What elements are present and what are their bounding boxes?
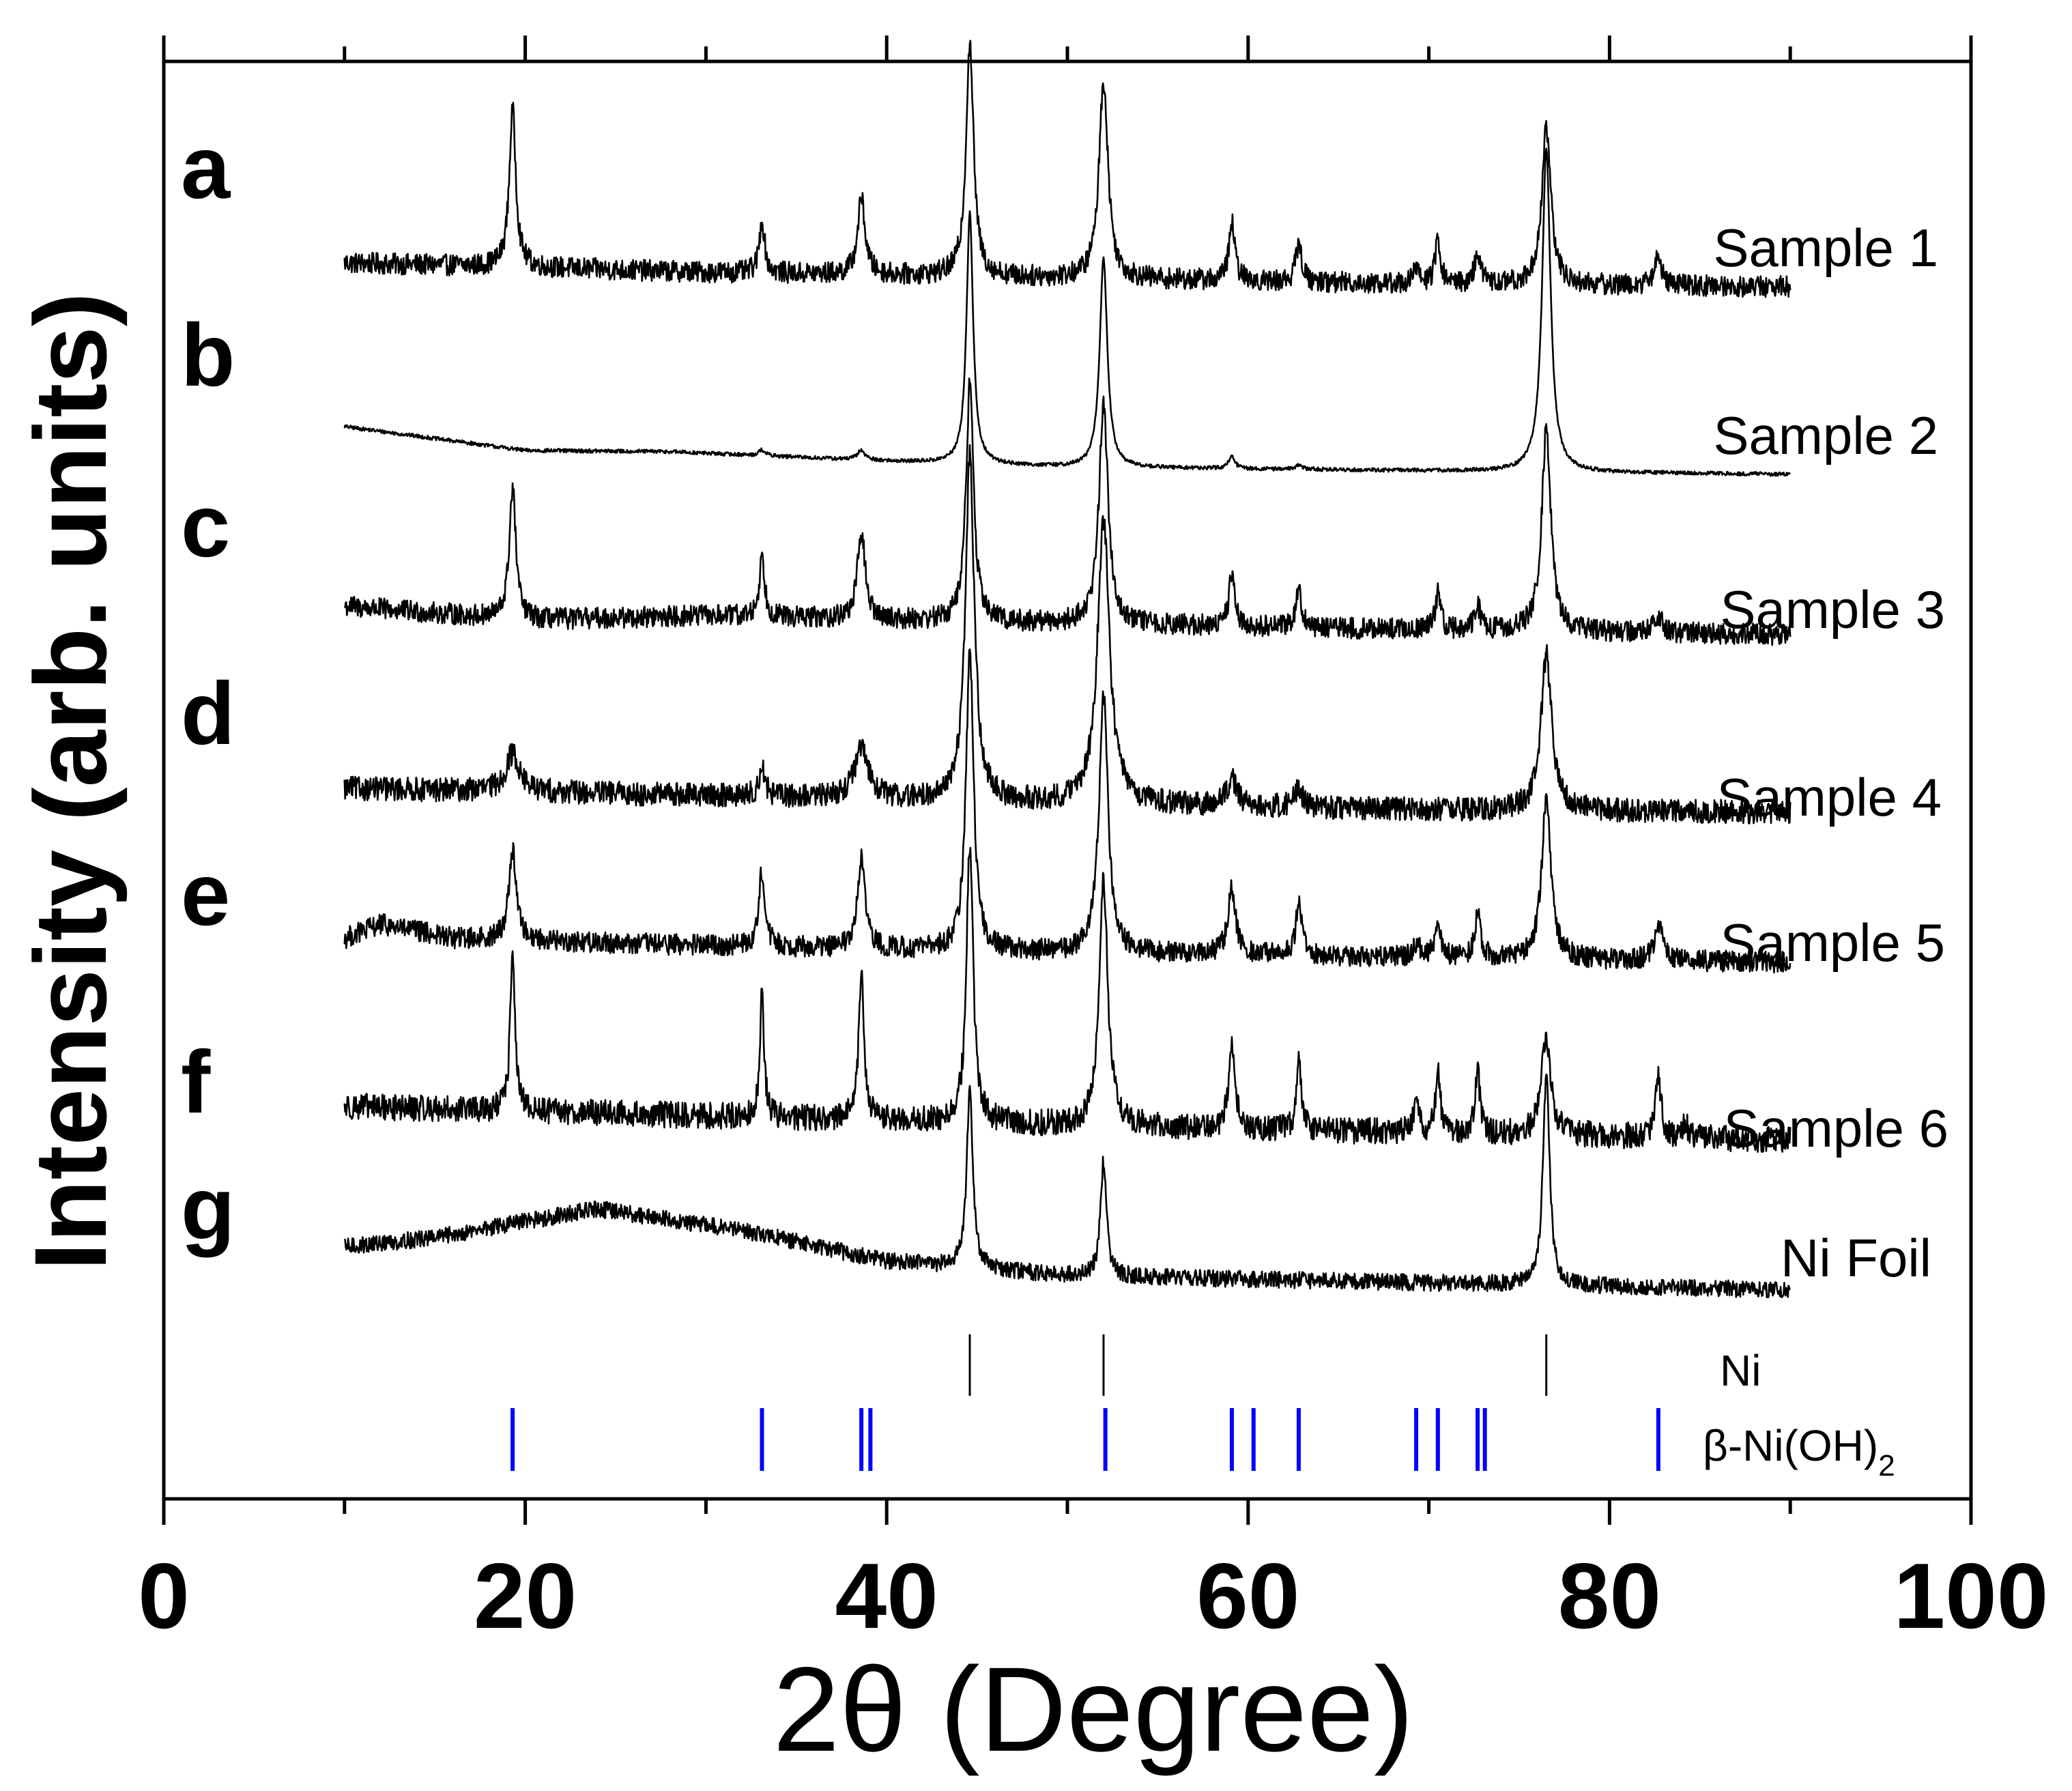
series-line: [343, 377, 1792, 646]
series-line: [343, 648, 1792, 974]
x-tick-label: 20: [474, 1544, 577, 1648]
series-name: Sample 5: [1720, 913, 1945, 973]
series-letter: d: [181, 663, 235, 763]
series-letter: a: [181, 117, 231, 217]
x-tick-label: 40: [835, 1544, 938, 1648]
series-labels: a Sample 1 b Sample 2 c Sample 3 d Sample 4 e Sam…: [181, 117, 1948, 1288]
series-name: Sample 2: [1713, 405, 1938, 465]
x-tick-label: 100: [1894, 1544, 2049, 1648]
y-axis-title: Intensity (arb. units): [13, 292, 128, 1270]
series-letter: b: [181, 305, 235, 405]
x-tick-label: 60: [1196, 1544, 1299, 1648]
reference-subscript: 2: [1878, 1449, 1895, 1482]
reference-label: β-Ni(OH)2: [1703, 1421, 1895, 1482]
series-lines: [343, 40, 1792, 1299]
series-name: Sample 4: [1716, 767, 1942, 827]
reference-patterns: Ni β-Ni(OH)2: [510, 1334, 1895, 1482]
x-tick-labels: 0 20 40 60 80 100: [138, 1544, 2048, 1648]
series-letter: f: [181, 1032, 211, 1132]
x-tick-label: 80: [1558, 1544, 1661, 1648]
series-line: [343, 1073, 1791, 1299]
series-line: [343, 846, 1792, 1154]
x-tick-label: 0: [138, 1544, 190, 1648]
series-name: Sample 6: [1723, 1098, 1948, 1158]
series-name: Sample 1: [1713, 218, 1938, 278]
series-line: [343, 40, 1792, 298]
series-name: Ni Foil: [1781, 1228, 1931, 1288]
axis-ticks: [162, 35, 1973, 1525]
reference-label: Ni: [1720, 1346, 1761, 1395]
series-letter: g: [181, 1158, 235, 1258]
x-axis-title: 2θ (Degree): [773, 1643, 1413, 1777]
series-name: Sample 3: [1720, 579, 1945, 640]
series-letter: e: [181, 844, 230, 944]
series-line: [343, 147, 1791, 477]
series-letter: c: [181, 476, 230, 575]
series-line: [343, 444, 1792, 825]
